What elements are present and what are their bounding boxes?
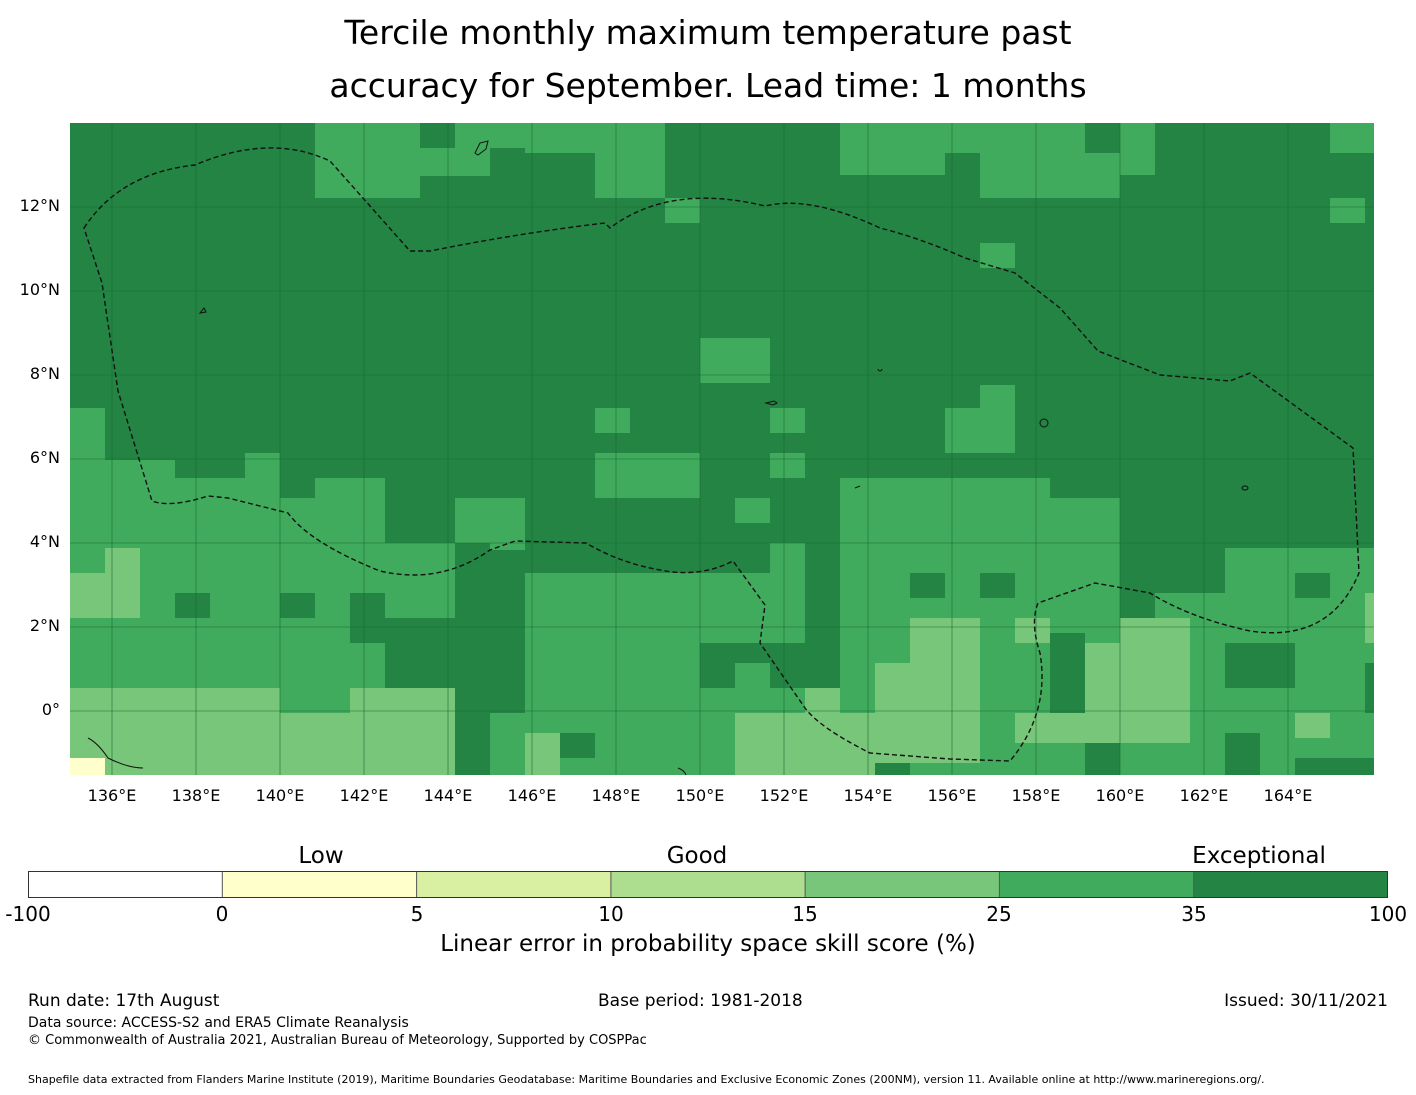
shapefile-credit: Shapefile data extracted from Flanders M… [28,1073,1265,1086]
y-tick-12N: 12°N [19,196,60,215]
x-tick-152E: 152°E [759,786,809,805]
colorbar-tick-25: 25 [986,902,1012,926]
y-tick-10N: 10°N [19,280,60,299]
colorbar-tick-0: 0 [215,902,229,926]
category-low: Low [298,843,344,869]
colorbar [28,871,1388,898]
x-tick-142E: 142°E [339,786,389,805]
x-tick-154E: 154°E [843,786,893,805]
category-good: Good [666,843,728,869]
colorbar-segment-5 [805,871,1000,898]
colorbar-tick-10: 10 [598,902,624,926]
colorbar-label: Linear error in probability space skill … [440,931,976,957]
x-tick-162E: 162°E [1179,786,1229,805]
eez-boundary [83,147,1360,762]
skill-score-map [70,123,1374,775]
colorbar-tick-35: 35 [1181,902,1207,926]
colorbar-segment-7 [1193,871,1388,898]
x-tick-144E: 144°E [423,786,473,805]
colorbar-segment-3 [416,871,611,898]
title-line-2: accuracy for September. Lead time: 1 mon… [329,66,1087,105]
islands [87,140,1249,775]
map-title: Tercile monthly maximum temperature past… [0,6,1416,112]
x-tick-148E: 148°E [591,786,641,805]
issued-date: Issued: 30/11/2021 [1224,991,1388,1011]
y-tick-0: 0° [41,700,60,719]
y-tick-2N: 2°N [29,616,60,635]
x-tick-140E: 140°E [255,786,305,805]
colorbar-tick-5: 5 [410,902,424,926]
category-exceptional: Exceptional [1192,843,1326,869]
colorbar-segment-1 [28,871,223,898]
base-period: Base period: 1981-2018 [598,991,803,1011]
y-tick-8N: 8°N [29,364,60,383]
x-tick-150E: 150°E [675,786,725,805]
x-tick-156E: 156°E [927,786,977,805]
x-tick-146E: 146°E [507,786,557,805]
skill-low-cell [70,758,105,775]
copyright: © Commonwealth of Australia 2021, Austra… [28,1033,647,1048]
skill-exceptional-patches [175,573,1374,775]
colorbar-segment-4 [610,871,806,898]
x-tick-138E: 138°E [171,786,221,805]
x-tick-136E: 136°E [87,786,137,805]
y-tick-4N: 4°N [29,532,60,551]
colorbar-segment-6 [999,871,1194,898]
x-tick-158E: 158°E [1011,786,1061,805]
x-tick-164E: 164°E [1263,786,1313,805]
title-line-1: Tercile monthly maximum temperature past [344,13,1072,52]
x-tick-160E: 160°E [1095,786,1145,805]
colorbar-tick-100: 100 [1368,902,1408,926]
colorbar-tick--100: -100 [5,902,51,926]
run-date: Run date: 17th August [28,991,220,1011]
graticule [70,123,1374,775]
y-tick-6N: 6°N [29,448,60,467]
colorbar-segment-2 [222,871,417,898]
colorbar-tick-15: 15 [792,902,818,926]
data-source: Data source: ACCESS-S2 and ERA5 Climate … [28,1015,409,1031]
